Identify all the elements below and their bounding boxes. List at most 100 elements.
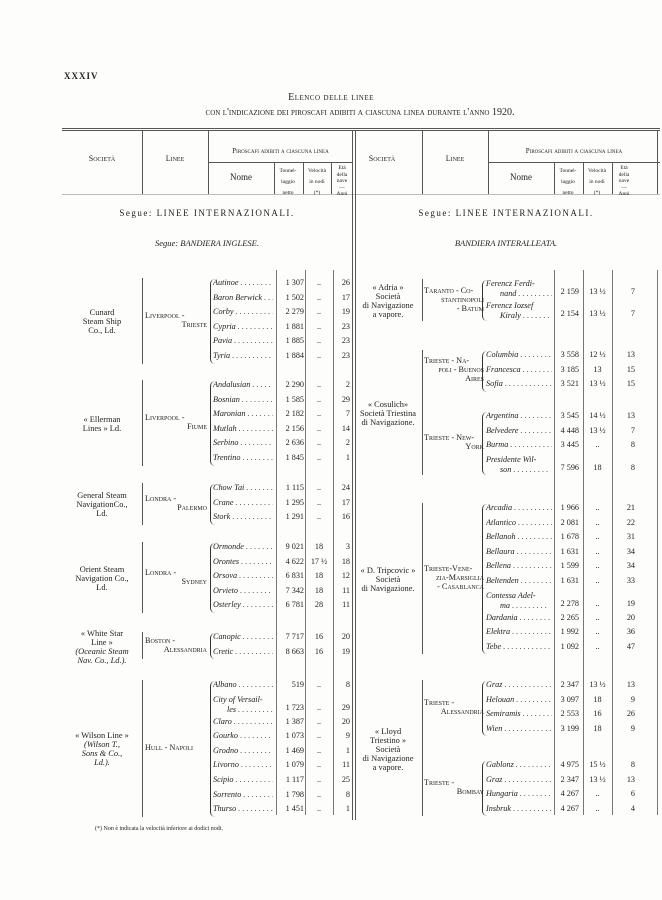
header-tonnellaggio-line: laggio — [281, 179, 295, 185]
ship-age: 2 — [345, 380, 350, 389]
ship-row: Maronian . . . . . . . . . . . . 2 182.. 7 — [0, 409, 662, 424]
ship-age: 26 — [341, 278, 350, 287]
ship-row: Belvedere . . . . . . . . . . . . 4 448 13… — [0, 426, 662, 441]
ship-row: Cypria . . . . . . . . . . . . 1 881.. 23 — [0, 322, 662, 337]
ship-name-line2-text: nand — [500, 289, 517, 298]
ship-name: Mutlah . . . . . . . . . . . . — [213, 424, 273, 434]
ship-name: Orvieto . . . . . . . . . . . . — [213, 586, 273, 596]
company-name: « Wilson Line » (Wilson T., Sons & Co., Ld.… — [62, 731, 142, 767]
header-velocita: Velocità in nodi (*) — [583, 166, 611, 199]
ship-tonnage: 1 117 — [285, 775, 304, 784]
ship-name-text: Argentina — [486, 411, 519, 420]
leader-dots: . . . . . . . . . . . . — [238, 680, 273, 689]
leader-dots: . . . . . . . . . . . . — [232, 512, 273, 522]
ship-name-line2: les . . . . . . . . . — [213, 705, 273, 715]
ship-age: 23 — [341, 336, 350, 346]
ship-row: Baron Berwick . . . . . . . . . . . . 1 5… — [0, 293, 662, 308]
company-name: « Adria » Società di Navigazione a vapore. — [356, 283, 420, 319]
ship-tonnage: 4 448 — [560, 425, 579, 435]
ship-speed: 18 — [314, 571, 324, 581]
ship-name-text: Claro — [213, 716, 232, 726]
company-name-italic-line: (Oceanic Steam — [75, 646, 129, 656]
company-name: « Lloyd Triestino » Società di Navigazione a… — [356, 727, 420, 772]
leader-dots: . . . . . . . . . . . . — [240, 438, 273, 448]
ship-speed: .. — [316, 409, 322, 419]
ship-name: Crane . . . . . . . . . . . . — [213, 498, 273, 508]
ship-name-text: Grodno — [213, 745, 239, 755]
leader-dots: . . . . . . . . . . . . — [520, 350, 552, 359]
ship-name: Andalusian . . . . . . . . . . . . — [213, 380, 273, 390]
ship-tonnage: 2 182 — [285, 409, 304, 419]
header-tonnellaggio: Tonnel-laggio netto — [274, 166, 302, 199]
ship-speed: 14 ½ — [589, 411, 606, 420]
column-divider — [352, 131, 353, 820]
brace — [210, 381, 215, 466]
company-name: Cunard Steam Ship Co., Ld. — [62, 308, 142, 335]
ship-name-text: Graz — [486, 774, 503, 784]
ship-row: Scipio . . . . . . . . . . . . 1 117.. 25 — [0, 775, 662, 790]
ship-age: 33 — [626, 576, 635, 585]
ship-age: 29 — [341, 394, 350, 404]
ship-age: 14 — [341, 423, 350, 433]
leader-dots: . . . . . . . . . . . . — [512, 627, 552, 637]
line-route-text: Alessandria — [440, 707, 484, 717]
leader-dots: . . . . . . . . . . . . — [242, 632, 273, 641]
leader-dots: . . . . . . . . . . . . — [232, 351, 273, 360]
ship-row: Trentino . . . . . . . . . . . . 1 845.. 1 — [0, 453, 662, 468]
ship-row: Arcadia . . . . . . . . . . . . 1 966.. 21 — [0, 503, 662, 518]
ship-tonnage: 1 585 — [285, 394, 304, 404]
line-route: Hull - Napoli — [145, 743, 207, 752]
header-rule-top-2 — [62, 130, 660, 131]
ship-tonnage: 2 347 — [560, 680, 579, 689]
column-divider — [355, 131, 356, 820]
ship-name-text: Canopic — [213, 632, 241, 641]
ship-name-text: Hungaria — [486, 789, 518, 799]
ship-age: 13 — [626, 680, 635, 689]
ship-speed: 13 ½ — [589, 287, 606, 296]
ship-speed: .. — [595, 517, 600, 527]
ship-age: 20 — [626, 612, 635, 622]
ship-name-text: Dardania — [486, 612, 518, 622]
leader-dots: . . . . . . . . . . . . — [240, 278, 273, 287]
line-route-text: Trieste - Na- — [424, 356, 470, 366]
ship-age: 8 — [345, 680, 350, 689]
ship-tonnage: 6 831 — [285, 571, 304, 581]
ship-name-text: Tyria — [213, 351, 231, 360]
ship-row: Ferencz Ferdi-nand . . . . . . . . . 2 15… — [0, 279, 662, 301]
line-route: Londra - Palermo — [145, 494, 207, 512]
company-name-line: « D. Tripcovic » — [360, 566, 416, 576]
ship-name: Canopic . . . . . . . . . . . . — [213, 632, 273, 642]
ship-age: 13 — [626, 411, 635, 420]
ship-speed: .. — [595, 440, 600, 450]
header-eta: Età della nave — Anni — [332, 165, 352, 198]
leader-dots: . . . . . . . . . . . . — [513, 561, 552, 571]
leader-dots: . . . . . . . . . . . . — [242, 453, 274, 462]
ship-row: Contessa Adel-ma . . . . . . . . . 2 278.… — [0, 591, 662, 613]
leader-dots: . . . . . . . . . . . . — [502, 723, 552, 733]
ship-speed: .. — [316, 804, 322, 814]
leader-dots: . . . . . . . . . . . . — [519, 612, 552, 622]
brace — [482, 761, 487, 817]
ship-age: 1 — [345, 745, 350, 755]
ship-tonnage: 1 502 — [285, 292, 304, 302]
ship-speed: 16 — [314, 646, 324, 656]
leader-dots: . . . . . . . . . . . . — [518, 517, 552, 527]
ship-tonnage: 1 092 — [560, 641, 579, 651]
ship-name: Corby . . . . . . . . . . . . — [213, 307, 273, 317]
ship-speed: 13 ½ — [589, 774, 606, 784]
leader-dots: . . . . . . . . . . . . — [243, 789, 273, 799]
ship-row: Sorrento . . . . . . . . . . . . 1 798.. 8 — [0, 790, 662, 805]
ship-age: 12 — [341, 571, 350, 581]
leader-dots: . . . . . . . . . . . . — [235, 497, 273, 507]
line-route: Trieste - New- York — [424, 433, 484, 451]
header-velocita-line: (*) — [313, 190, 321, 196]
ship-tonnage: 1 307 — [285, 278, 304, 287]
ship-tonnage: 4 622 — [285, 556, 304, 566]
header-societa: Società — [88, 154, 116, 163]
ship-tonnage: 3 558 — [560, 350, 579, 359]
leader-dots: . . . . . . . . . . . . — [237, 321, 273, 331]
ship-tonnage: 2 553 — [560, 709, 579, 719]
ship-age: 17 — [341, 497, 350, 507]
leader-dots: . . . . . . . . . . . . — [247, 409, 274, 419]
